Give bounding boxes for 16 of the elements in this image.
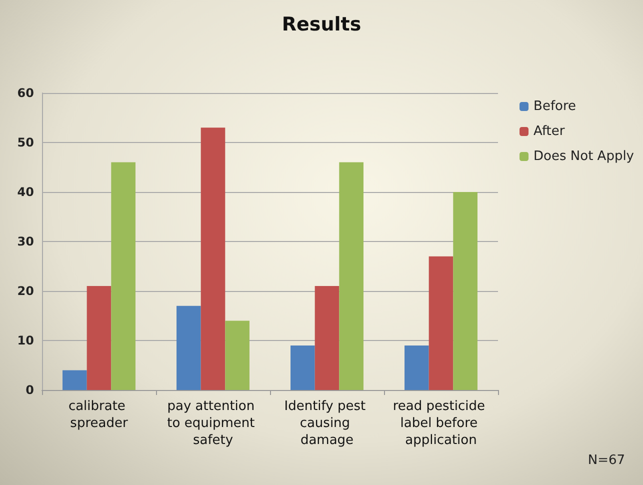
y-tick-label: 50 xyxy=(17,136,34,150)
legend-label: Does Not Apply xyxy=(534,149,634,164)
x-tick-label: calibrate spreader xyxy=(68,399,130,431)
legend-label: After xyxy=(534,124,566,139)
y-tick-label: 60 xyxy=(17,86,34,100)
legend-label: Before xyxy=(534,99,576,114)
y-tick-label: 10 xyxy=(17,334,34,348)
x-tick-label: pay attention to equipment safety xyxy=(167,399,259,448)
y-tick-label: 0 xyxy=(26,383,34,397)
text: N=67 xyxy=(588,453,626,468)
x-tick-label: Identify pest causing damage xyxy=(284,399,370,448)
chart-title: Results xyxy=(282,14,362,36)
y-tick-label: 30 xyxy=(17,234,34,248)
y-tick-label: 20 xyxy=(17,284,34,298)
y-tick-label: 40 xyxy=(17,185,34,199)
x-tick-label: read pesticide label before application xyxy=(392,399,490,448)
